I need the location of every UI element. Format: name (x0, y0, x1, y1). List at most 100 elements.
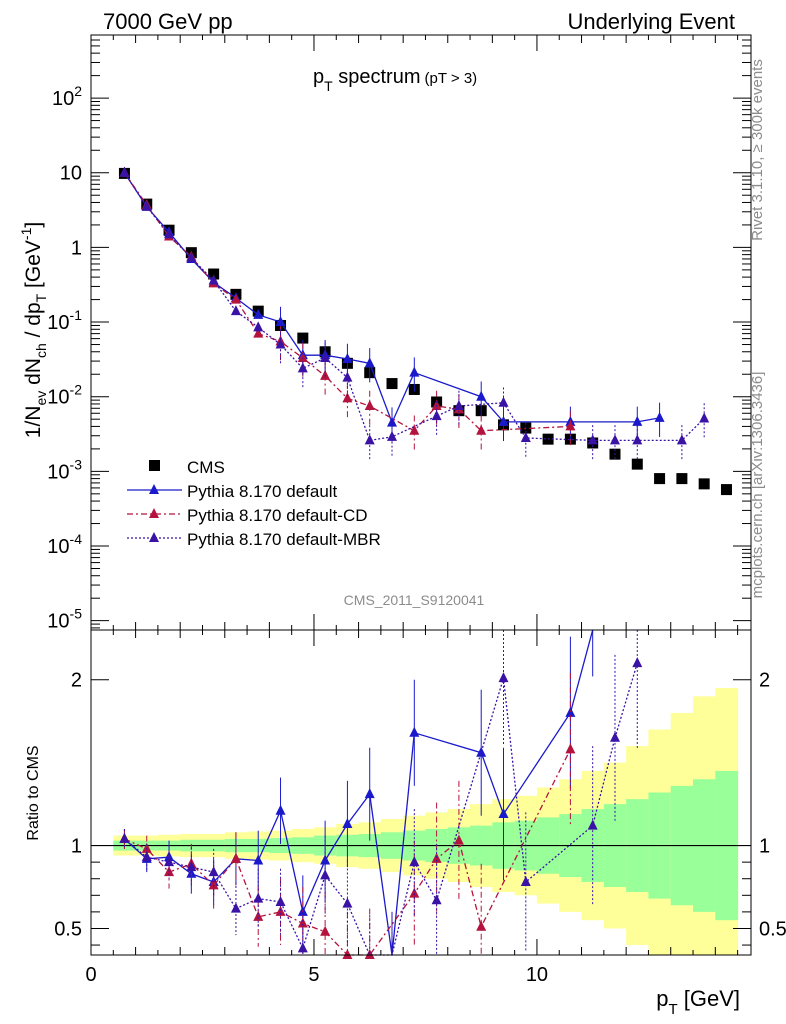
legend-marker (149, 532, 159, 542)
cms-data-point (676, 473, 688, 485)
mc-marker (476, 424, 487, 435)
legend-marker (149, 508, 159, 518)
mc-marker (364, 357, 375, 368)
mc-marker (342, 371, 353, 382)
ratio-marker (320, 869, 331, 880)
rivet-version-label: Rivet 3.1.10, ≥ 300k events (749, 59, 766, 241)
mc-marker (409, 366, 420, 377)
mc-marker (587, 434, 598, 445)
plot-title: pT spectrum (pT > 3) (313, 66, 477, 94)
ratio-marker (141, 851, 152, 862)
ratio-marker (297, 942, 308, 953)
top-y-tick-label: 10-2 (47, 382, 82, 409)
mc-marker (230, 293, 241, 304)
ratio-marker (208, 866, 219, 877)
mc-marker (387, 430, 398, 441)
header-right: Underlying Event (567, 9, 735, 34)
header-left: 7000 GeV pp (103, 9, 233, 34)
legend-marker-cms (149, 460, 160, 471)
ratio-marker (253, 854, 264, 865)
ratio-marker (476, 746, 487, 757)
mc-marker (498, 396, 509, 407)
ratio-marker (297, 917, 308, 928)
ratio-y-tick-label: 1 (71, 836, 82, 858)
mc-marker (164, 228, 175, 239)
x-tick-label: 10 (526, 964, 548, 986)
cms-data-point (208, 268, 220, 280)
ratio-marker (498, 808, 509, 819)
x-tick-label: 5 (308, 964, 319, 986)
ratio-marker (364, 788, 375, 799)
ratio-line (124, 629, 594, 956)
ratio-plot-data (91, 629, 751, 959)
mc-marker (208, 274, 219, 285)
mc-marker (297, 351, 308, 362)
legend-marker (149, 484, 159, 494)
mc-marker (676, 434, 687, 445)
mc-marker (342, 392, 353, 403)
mc-marker (364, 434, 375, 445)
ratio-marker (409, 887, 420, 898)
ratio-y-tick-label: 0.5 (54, 918, 82, 940)
legend: CMS Pythia 8.170 default Pythia 8.170 defa… (127, 458, 381, 549)
ratio-axes: 0.5 0.5 1 1 2 2 0 5 10 (54, 35, 786, 986)
top-y-tick-label: 10-4 (47, 531, 82, 558)
analysis-watermark: CMS_2011_S9120041 (344, 592, 485, 608)
mc-marker (342, 352, 353, 363)
ratio-marker (208, 879, 219, 890)
cms-data-point (297, 332, 309, 344)
ratio-marker (565, 743, 576, 754)
mc-marker (476, 390, 487, 401)
mc-marker (275, 338, 286, 349)
cms-data-point (386, 378, 398, 390)
top-plot-data (118, 166, 732, 496)
x-tick-label: 0 (85, 964, 96, 986)
ratio-marker (164, 856, 175, 867)
series-line (123, 172, 705, 442)
top-axes: 10-5 10-4 10-3 10-2 10-1 1 10 102 (47, 34, 751, 633)
mc-marker (253, 308, 264, 319)
mc-marker (253, 327, 264, 338)
top-y-tick-label: 10 (60, 163, 82, 185)
ratio-marker (342, 897, 353, 908)
ratio-marker (275, 804, 286, 815)
ratio-marker (253, 910, 264, 921)
ratio-marker (186, 861, 197, 872)
mc-marker (431, 410, 442, 421)
ratio-plot-frame (90, 629, 752, 956)
top-y-axis-label: 1/Nev dNch / dpT [GeV-1] (18, 222, 49, 438)
ratio-marker (609, 731, 620, 742)
title-p: p (313, 66, 324, 88)
ratio-marker (320, 925, 331, 936)
mc-marker (520, 431, 531, 442)
ratio-marker (409, 726, 420, 737)
legend-label: Pythia 8.170 default-MBR (187, 530, 381, 549)
ratio-marker (275, 895, 286, 906)
ratio-marker (632, 657, 643, 668)
mc-marker (632, 415, 643, 426)
mc-marker (119, 166, 130, 177)
mc-marker (565, 420, 576, 431)
ratio-marker (275, 905, 286, 916)
ratio-y-tick-label-right: 1 (759, 836, 770, 858)
top-y-tick-label: 10-1 (47, 307, 82, 334)
mc-marker (699, 412, 710, 423)
mc-marker (230, 305, 241, 316)
title-rest: spectrum (333, 66, 421, 88)
mc-marker (409, 424, 420, 435)
top-y-tick-label: 102 (52, 83, 82, 110)
cms-data-point (720, 484, 732, 496)
cms-data-point (698, 478, 710, 490)
ratio-panel: 0.5 0.5 1 1 2 2 0 5 10 Ratio to CMS pT [GeV] (25, 35, 786, 1018)
mc-marker (275, 316, 286, 327)
ratio-marker (253, 892, 264, 903)
cms-data-point (631, 458, 643, 470)
ratio-marker (141, 842, 152, 853)
cms-data-point (654, 473, 666, 485)
mcplots-source-label: mcplots.cern.ch [arXiv:1306.3436] (749, 372, 766, 599)
ratio-marker (230, 902, 241, 913)
legend-label: CMS (187, 458, 225, 477)
ratio-marker (431, 894, 442, 905)
top-y-tick-label: 10-5 (47, 606, 82, 633)
